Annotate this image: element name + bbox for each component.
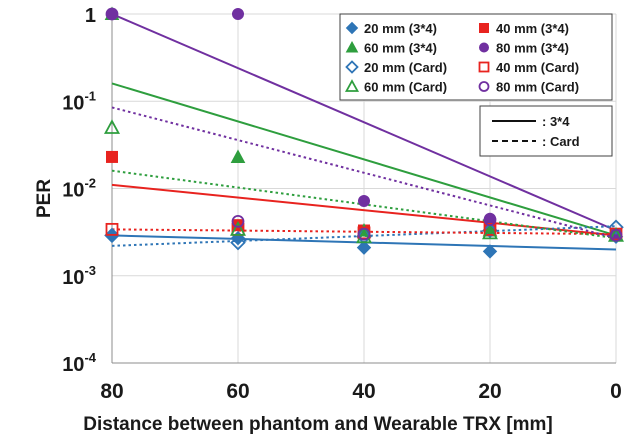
data-point [609, 229, 623, 242]
legend-label: 80 mm (3*4) [496, 41, 569, 56]
y-tick-base: 1 [85, 5, 96, 27]
y-tick-label: 1 [85, 5, 96, 27]
data-point [229, 220, 247, 236]
y-tick-exponent: -1 [84, 88, 96, 103]
y-tick-exponent: -4 [84, 350, 96, 365]
legend-label: 60 mm (Card) [364, 80, 447, 95]
y-tick-label: 10-2 [62, 176, 96, 202]
chart-axes [111, 14, 616, 364]
y-axis-title: PER [34, 179, 55, 218]
y-tick-base: 10 [62, 180, 84, 202]
line-legend-label: : 3*4 [542, 114, 570, 129]
y-tick-base: 10 [62, 267, 84, 289]
legend-marker [479, 23, 489, 33]
x-tick-label: 0 [610, 380, 622, 403]
data-point [356, 228, 372, 245]
data-point [230, 230, 246, 246]
x-axis-title: Distance between phantom and Wearable TR… [83, 414, 552, 435]
legend-marker [478, 81, 490, 92]
data-point [105, 222, 119, 236]
legend-label: 40 mm (Card) [496, 60, 579, 75]
data-markers [103, 6, 625, 259]
fit-line [111, 13, 617, 232]
line-legend-label: : Card [542, 134, 580, 149]
y-tick-labels: 110-110-210-310-4 [62, 5, 97, 376]
legend-label: 40 mm (3*4) [496, 21, 569, 36]
data-point [483, 222, 497, 236]
data-point [357, 227, 371, 241]
y-tick-exponent: -2 [84, 176, 96, 191]
fit-line [111, 228, 617, 236]
x-tick-label: 80 [100, 380, 123, 403]
x-tick-label: 40 [352, 380, 375, 403]
data-point [103, 119, 121, 134]
legend-marker [345, 21, 359, 35]
y-tick-label: 10-1 [62, 88, 96, 114]
y-tick-label: 10-4 [62, 350, 97, 376]
legend-marker [345, 40, 359, 53]
legend-marker [478, 61, 490, 73]
legend-label: 20 mm (3*4) [364, 21, 437, 36]
fit-line [111, 225, 617, 247]
line-style-legend: : 3*4 : Card [479, 105, 613, 157]
data-point [230, 234, 246, 251]
x-tick-labels: 80 60 40 20 0 [100, 380, 622, 403]
series-legend: 20 mm (3*4) 40 mm (3*4) 60 mm (3*4) 80 mm (… [339, 13, 613, 101]
data-point [483, 213, 497, 227]
data-point [358, 194, 370, 207]
legend-marker [344, 79, 360, 92]
data-point [481, 224, 499, 240]
fit-line [111, 82, 617, 237]
legend-label: 60 mm (3*4) [364, 41, 437, 56]
fit-line [111, 106, 617, 240]
data-point [608, 219, 624, 235]
x-tick-label: 20 [478, 380, 501, 403]
legend-marker [479, 42, 489, 53]
data-point [482, 222, 498, 239]
data-point [105, 7, 119, 21]
line-legend-box [479, 105, 613, 157]
data-point [356, 240, 372, 255]
y-tick-label: 10-3 [62, 263, 96, 289]
x-tick-label: 60 [226, 380, 249, 403]
y-tick-exponent: -3 [84, 263, 96, 278]
data-point [104, 227, 120, 244]
y-tick-base: 10 [62, 92, 84, 114]
data-point [482, 244, 498, 259]
data-point [355, 228, 373, 244]
legend-box [339, 13, 613, 101]
legend-marker [345, 60, 359, 74]
data-point [230, 149, 246, 163]
legend-label: 80 mm (Card) [496, 80, 579, 95]
data-point [106, 150, 118, 163]
legend-label: 20 mm (Card) [364, 60, 447, 75]
data-point [231, 214, 245, 228]
data-point [232, 8, 244, 20]
y-tick-base: 10 [62, 354, 84, 376]
